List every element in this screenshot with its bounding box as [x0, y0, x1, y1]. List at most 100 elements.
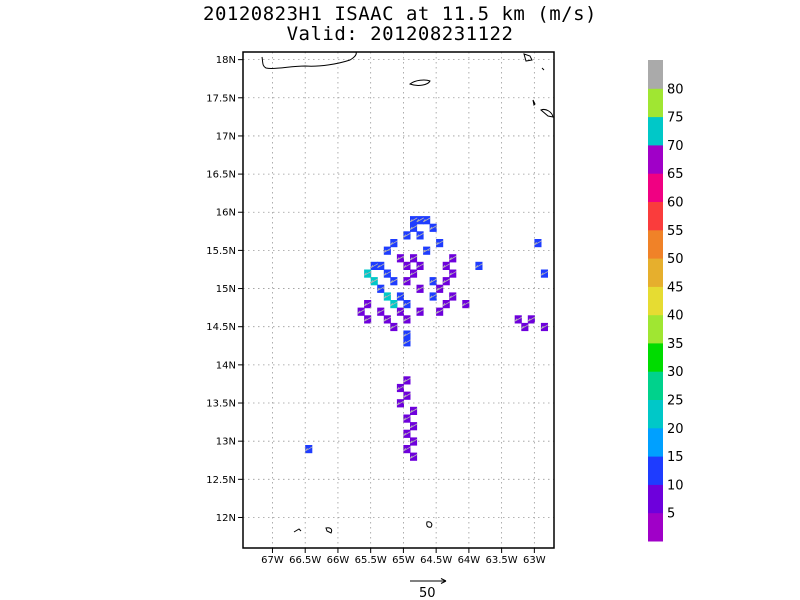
coastline-puerto-rico [261, 51, 357, 70]
wind-vector [377, 309, 385, 314]
lon-tick-label: 65.5W [355, 555, 387, 566]
wind-vector [396, 255, 405, 261]
lat-lon-grid [243, 52, 554, 548]
colorbar-segment [648, 116, 663, 146]
colorbar-label: 80 [667, 82, 684, 97]
colorbar: 5 10 15 20 25 30 35 40 45 50 55 60 65 70 75 80 [648, 60, 684, 542]
wind-vector [383, 316, 392, 322]
wind-vector [370, 278, 379, 284]
colorbar-label: 30 [667, 365, 684, 380]
colorbar-label: 15 [667, 450, 684, 465]
wind-vector [416, 232, 424, 238]
wind-vector [409, 225, 418, 230]
lat-tick-label: 16N [216, 208, 236, 219]
wind-vector [377, 263, 385, 269]
wind-vector [429, 225, 438, 230]
colorbar-segment [648, 399, 663, 429]
lat-tick-label: 17.5N [206, 93, 236, 104]
lat-tick-label: 15N [216, 284, 236, 295]
wind-vector [422, 248, 431, 253]
colorbar-segment [648, 286, 663, 316]
wind-vector [416, 217, 424, 223]
wind-vector [449, 270, 457, 276]
lat-tick-label: 16.5N [206, 170, 236, 181]
colorbar-segment [648, 88, 663, 118]
colorbar-label: 10 [667, 478, 684, 493]
lon-tick-label: 63W [523, 555, 546, 566]
colorbar-segment [648, 484, 663, 514]
coastline-south-2 [325, 527, 333, 534]
colorbar-label: 5 [667, 507, 675, 522]
colorbar-segment [648, 456, 663, 485]
lat-tick-label: 12N [216, 513, 236, 524]
wind-vector [403, 278, 411, 284]
colorbar-segment [648, 512, 663, 542]
wind-vector [305, 446, 313, 452]
colorbar-segment [648, 314, 663, 344]
lon-tick-label: 66.5W [289, 555, 321, 566]
lat-tick-label: 13N [216, 437, 236, 448]
wind-vector [364, 270, 372, 276]
wind-vector [370, 263, 379, 269]
colorbar-segment [648, 342, 663, 372]
wind-vector [436, 309, 444, 314]
lon-tick-label: 66W [327, 555, 350, 566]
colorbar-label: 50 [667, 252, 684, 267]
wind-vector [409, 423, 418, 429]
wind-vector [442, 278, 451, 284]
wind-vector [403, 316, 411, 322]
wind-vector [383, 270, 392, 276]
wind-vector [364, 316, 372, 322]
colorbar-segment [648, 173, 663, 202]
wind-vector [403, 339, 411, 345]
wind-vector [409, 270, 418, 276]
wind-vector [422, 217, 431, 223]
colorbar-label: 20 [667, 422, 684, 437]
wind-speed-cells [305, 216, 548, 461]
wind-vector [409, 408, 418, 413]
wind-vector [442, 263, 451, 269]
lon-tick-label: 64.5W [420, 555, 452, 566]
lon-tick-label: 64W [458, 555, 481, 566]
wind-vector [364, 301, 372, 307]
colorbar-label: 75 [667, 111, 684, 126]
wind-vector [390, 278, 398, 284]
colorbar-label: 35 [667, 337, 684, 352]
colorbar-label: 60 [667, 196, 684, 211]
wind-vector [527, 316, 536, 322]
colorbar-label: 70 [667, 139, 684, 154]
wind-vector [403, 331, 411, 337]
colorbar-segment [648, 60, 663, 89]
map-title: 20120823H1 ISAAC at 11.5 km (m/s) [203, 3, 597, 25]
lat-tick-label: 14N [216, 360, 236, 371]
wind-vector [409, 255, 418, 261]
wind-vector [383, 248, 392, 253]
wind-vector [429, 278, 438, 284]
wind-vector [390, 301, 398, 307]
valid-time-label: Valid: 201208231122 [286, 23, 514, 45]
lon-tick-label: 67W [261, 555, 284, 566]
reference-vector-label: 50 [419, 586, 436, 600]
wind-vector [396, 309, 405, 314]
coastline-island-ne [523, 53, 533, 62]
wind-vector [403, 232, 411, 238]
coastline-south-1 [293, 528, 302, 533]
wind-vector [429, 293, 438, 299]
wind-vector [396, 385, 405, 391]
lon-tick-label: 63.5W [486, 555, 518, 566]
wind-vector [540, 324, 549, 330]
lat-tick-label: 17N [216, 131, 236, 142]
lat-tick-label: 12.5N [206, 475, 236, 486]
coastline-south-3 [426, 521, 433, 528]
lat-tick-label: 14.5N [206, 322, 236, 333]
wind-vector [390, 240, 398, 246]
coastline-island-small-1 [532, 99, 536, 107]
wind-vector [442, 301, 451, 307]
wind-vector [357, 309, 366, 314]
wind-vector [403, 301, 411, 307]
axis-ticks: 67W 66.5W 66W 65.5W 65W 64.5W 64W 63.5W 63W 18N 17… [206, 55, 546, 566]
colorbar-segment [648, 371, 663, 400]
wind-vector [449, 255, 457, 261]
wind-vector [449, 293, 457, 299]
